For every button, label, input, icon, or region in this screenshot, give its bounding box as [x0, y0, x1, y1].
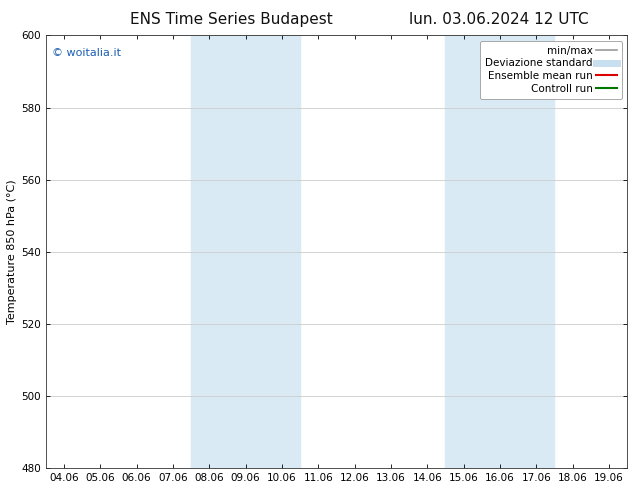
Text: ENS Time Series Budapest: ENS Time Series Budapest	[131, 12, 333, 27]
Text: © woitalia.it: © woitalia.it	[51, 49, 120, 58]
Legend: min/max, Deviazione standard, Ensemble mean run, Controll run: min/max, Deviazione standard, Ensemble m…	[480, 41, 622, 99]
Text: lun. 03.06.2024 12 UTC: lun. 03.06.2024 12 UTC	[410, 12, 589, 27]
Y-axis label: Temperature 850 hPa (°C): Temperature 850 hPa (°C)	[7, 179, 17, 324]
Bar	[446, 35, 554, 468]
Bar	[191, 35, 300, 468]
